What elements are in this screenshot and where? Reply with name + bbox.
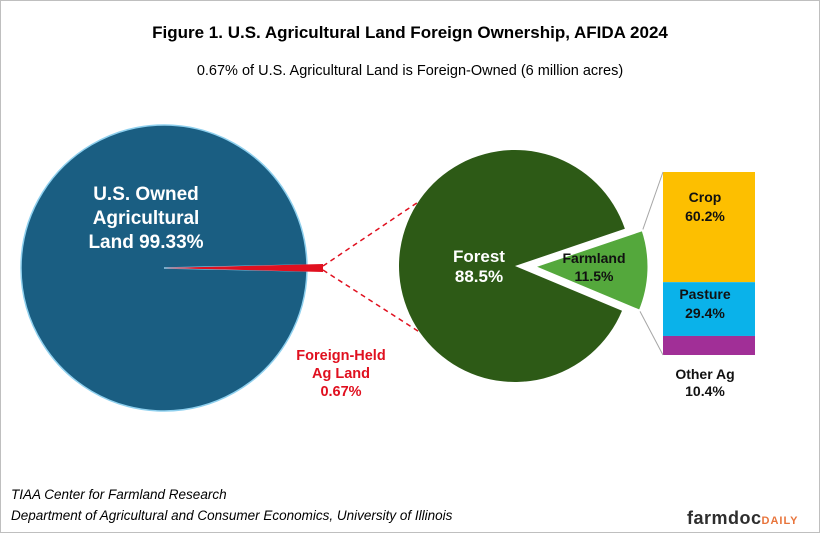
bar-segment-pasture (663, 282, 755, 336)
connector-line-top (642, 171, 664, 230)
data-label-pasture: Pasture 29.4% (679, 286, 731, 321)
bar-segment-crop (663, 172, 755, 283)
data-label-forest: Forest 88.5% (453, 247, 505, 286)
bar-segment-other-ag (663, 335, 755, 355)
farmdoc-daily-logo: farmdocDAILY (687, 508, 799, 529)
chart-title: Figure 1. U.S. Agricultural Land Foreign… (152, 23, 668, 42)
pie-slice-us-owned (20, 124, 308, 412)
source-credit-department: Department of Agricultural and Consumer … (11, 508, 453, 523)
pie-slice-forest (399, 149, 625, 382)
data-label-foreign-held: Foreign-Held Ag Land 0.67% (296, 348, 385, 400)
pie-slice-farmland (528, 227, 651, 314)
data-label-us-owned: U.S. Owned Agricultural Land 99.33% (88, 184, 203, 253)
source-credit-center: TIAA Center for Farmland Research (11, 487, 227, 502)
logo-main-text: farmdoc (687, 508, 762, 528)
connector-line-bottom (639, 311, 664, 356)
data-label-farmland: Farmland 11.5% (562, 250, 625, 284)
logo-suffix-text: DAILY (761, 515, 799, 527)
data-label-crop: Crop 60.2% (685, 189, 725, 224)
pie-slice-foreign-highlight (164, 264, 323, 272)
chart-subtitle: 0.67% of U.S. Agricultural Land is Forei… (196, 63, 624, 79)
data-label-other-ag: Other Ag 10.4% (675, 366, 734, 399)
